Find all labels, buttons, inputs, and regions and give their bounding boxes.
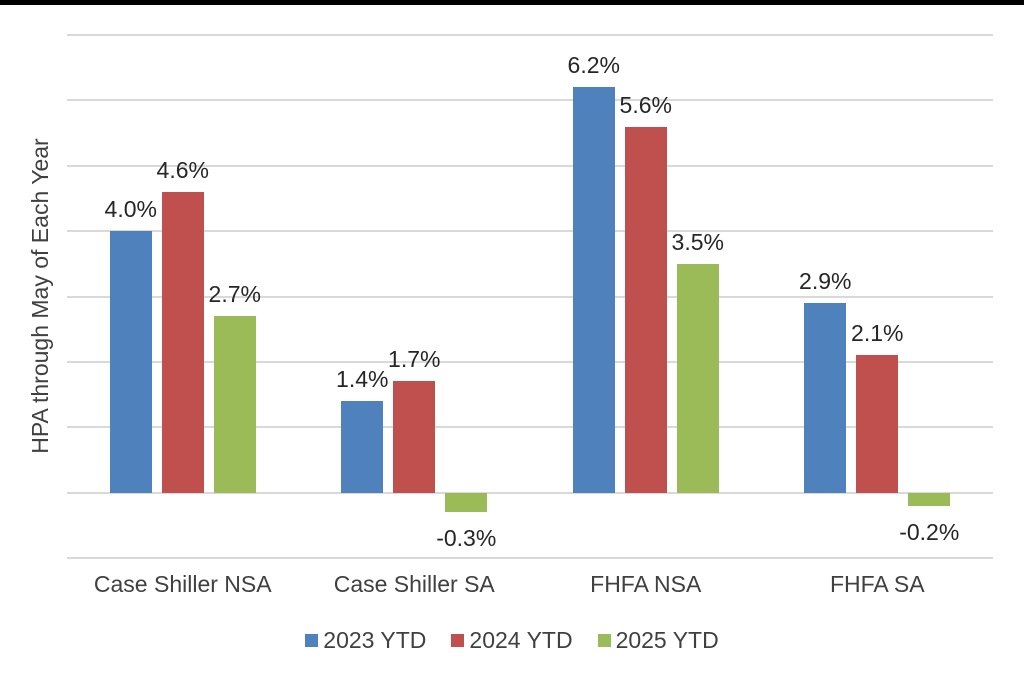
bar-2025-ytd-case-shiller-sa bbox=[445, 492, 488, 513]
bar-2023-ytd-fhfa-sa bbox=[804, 303, 847, 493]
data-label: 3.5% bbox=[671, 228, 724, 255]
bar-2024-ytd-fhfa-nsa bbox=[624, 126, 667, 493]
gridline bbox=[67, 99, 993, 102]
data-label: 1.4% bbox=[336, 366, 389, 393]
gridline bbox=[67, 295, 993, 298]
data-label: 5.6% bbox=[619, 91, 672, 118]
data-label: 2.7% bbox=[208, 281, 261, 308]
legend-label: 2023 YTD bbox=[323, 627, 427, 653]
category-label: Case Shiller NSA bbox=[93, 571, 272, 597]
gridline bbox=[67, 426, 993, 429]
bar-2024-ytd-case-shiller-sa bbox=[393, 381, 436, 493]
data-label: 2.9% bbox=[799, 268, 852, 295]
data-label: 2.1% bbox=[851, 320, 904, 347]
gridline bbox=[67, 557, 993, 559]
bar-2024-ytd-fhfa-sa bbox=[856, 355, 899, 493]
data-label: -0.3% bbox=[436, 525, 497, 552]
top-border-strip bbox=[0, 0, 1024, 5]
gridline bbox=[67, 360, 993, 363]
y-axis-title: HPA through May of Each Year bbox=[27, 138, 53, 454]
bar-2024-ytd-case-shiller-nsa bbox=[161, 191, 204, 493]
legend-swatch-icon bbox=[597, 633, 611, 647]
legend-item-2024-ytd: 2024 YTD bbox=[451, 626, 573, 654]
legend-label: 2024 YTD bbox=[469, 627, 573, 653]
data-label: 4.6% bbox=[156, 156, 209, 183]
legend-item-2023-ytd: 2023 YTD bbox=[305, 626, 426, 654]
gridline bbox=[67, 230, 993, 233]
bar-2023-ytd-case-shiller-sa bbox=[341, 401, 384, 493]
bar-2023-ytd-case-shiller-nsa bbox=[109, 231, 152, 493]
chart-legend: 2023 YTD 2024 YTD 2025 YTD bbox=[0, 626, 1024, 654]
data-label: 4.0% bbox=[104, 196, 157, 223]
gridline bbox=[67, 34, 993, 36]
bar-2025-ytd-case-shiller-nsa bbox=[213, 316, 256, 493]
category-label: Case Shiller SA bbox=[333, 571, 495, 597]
legend-label: 2025 YTD bbox=[615, 627, 719, 653]
bar-2025-ytd-fhfa-nsa bbox=[676, 263, 719, 493]
category-label: FHFA NSA bbox=[590, 571, 702, 597]
zero-gridline bbox=[67, 491, 993, 494]
data-label: 1.7% bbox=[388, 346, 441, 373]
legend-swatch-icon bbox=[451, 633, 465, 647]
bar-2023-ytd-fhfa-nsa bbox=[572, 87, 615, 493]
data-label: 6.2% bbox=[567, 52, 620, 79]
legend-item-2025-ytd: 2025 YTD bbox=[597, 626, 719, 654]
gridline bbox=[67, 164, 993, 167]
bar-2025-ytd-fhfa-sa bbox=[908, 492, 951, 506]
legend-swatch-icon bbox=[305, 633, 319, 647]
data-label: -0.2% bbox=[899, 518, 960, 545]
category-label: FHFA SA bbox=[829, 571, 925, 597]
